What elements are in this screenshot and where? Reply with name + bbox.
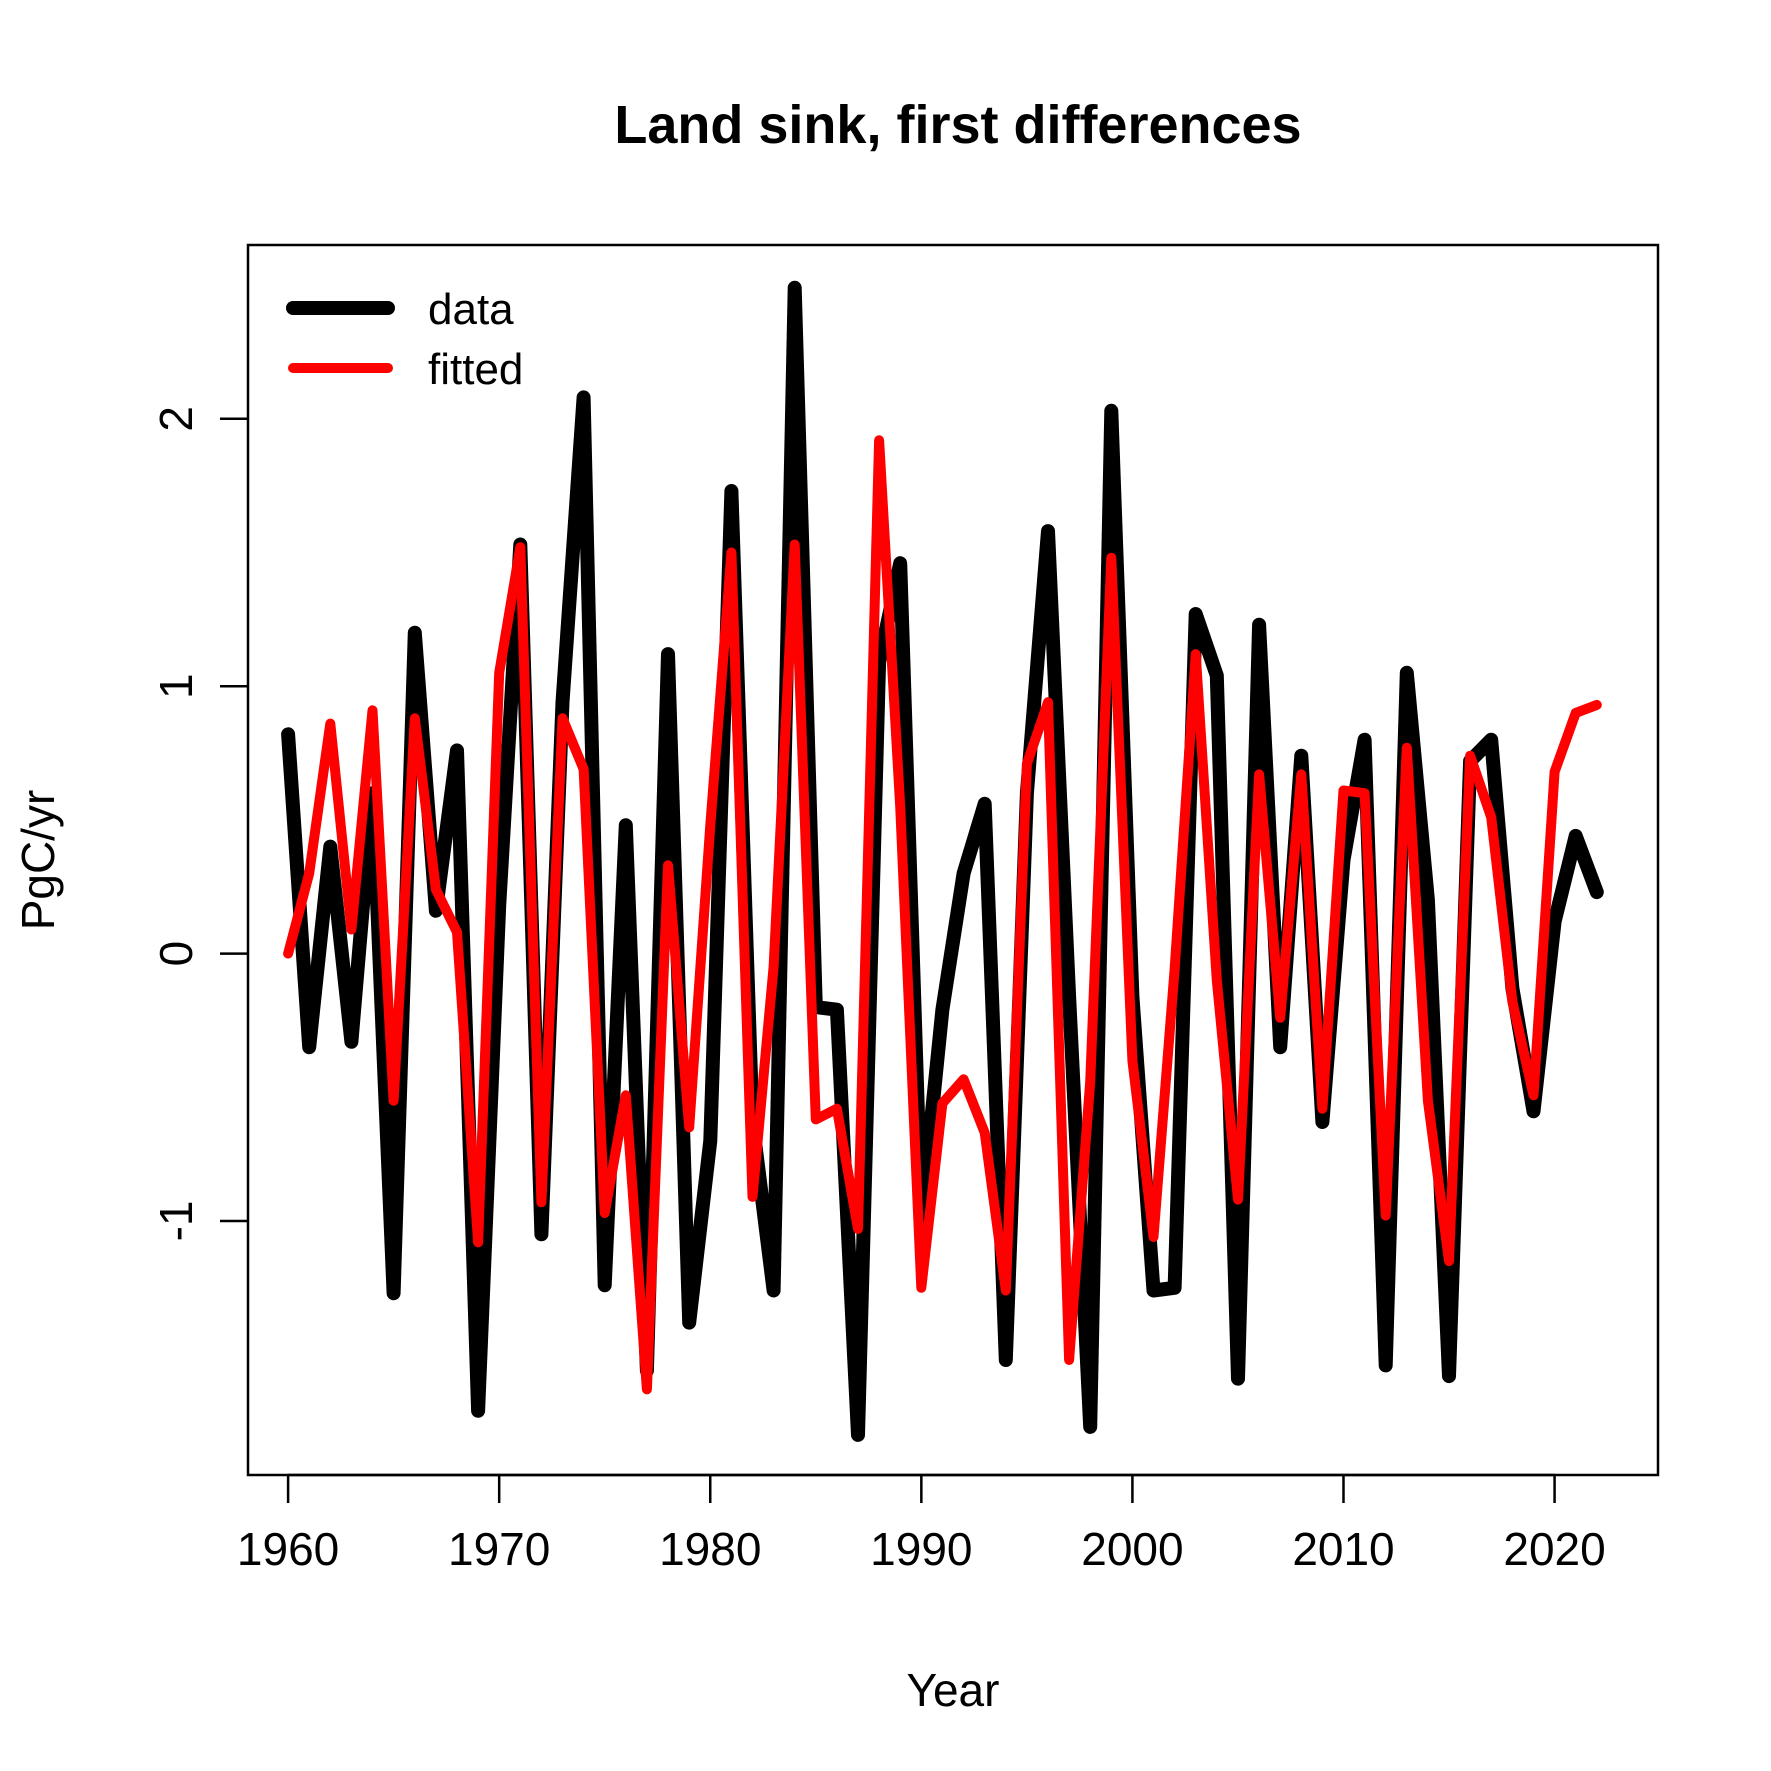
legend-label-data: data: [428, 285, 514, 334]
chart-title: Land sink, first differences: [614, 95, 1301, 155]
legend-label-fitted: fitted: [428, 345, 523, 394]
x-tick-label: 2010: [1292, 1523, 1394, 1575]
x-tick-label: 1970: [448, 1523, 550, 1575]
y-axis: -1 0 1 2: [150, 406, 248, 1241]
x-tick-label: 1980: [659, 1523, 761, 1575]
series-layer: [281, 280, 1604, 1442]
y-tick-label: 1: [150, 673, 202, 699]
y-tick-label: -1: [150, 1201, 202, 1242]
x-tick-label: 1990: [870, 1523, 972, 1575]
x-axis-label: Year: [907, 1664, 1000, 1716]
y-tick-label: 0: [150, 941, 202, 967]
x-tick-label: 1960: [237, 1523, 339, 1575]
x-tick-label: 2000: [1081, 1523, 1183, 1575]
x-axis: 1960 1970 1980 1990 2000 2010 2020: [237, 1473, 1606, 1575]
y-axis-label: PgC/yr: [12, 790, 64, 931]
y-tick-label: 2: [150, 406, 202, 432]
series-line-fitted: [283, 435, 1602, 1395]
legend: data fitted: [286, 285, 523, 394]
x-tick-label: 2020: [1503, 1523, 1605, 1575]
